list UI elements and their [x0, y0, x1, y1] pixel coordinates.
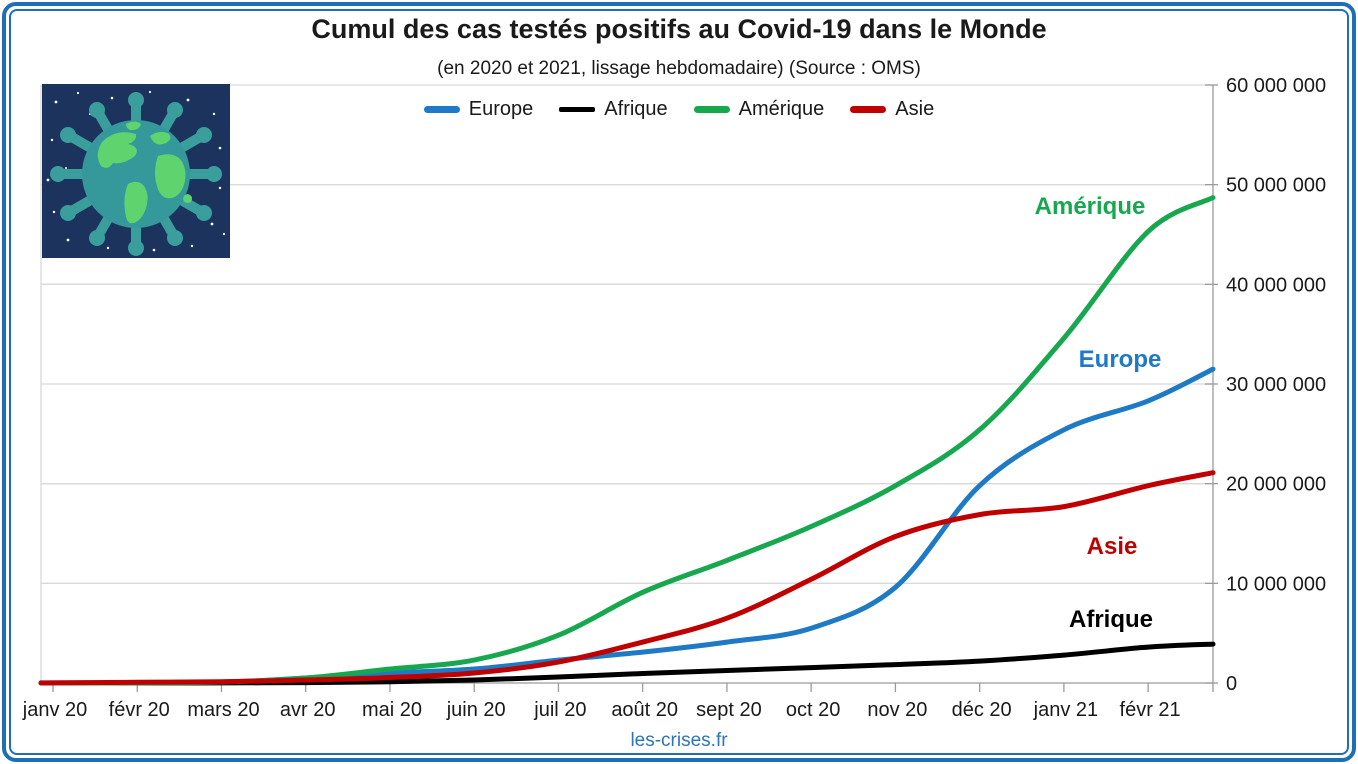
series-label-europe: Europe [1078, 346, 1162, 373]
legend-label-europe: Europe [468, 98, 534, 120]
y-axis-tick-label: 30 000 000 [1226, 374, 1326, 396]
chart-legend: Europe Afrique Amérique Asie [0, 98, 1358, 121]
virus-globe-logo [42, 84, 230, 258]
y-axis-tick-label: 10 000 000 [1226, 573, 1326, 595]
x-axis-tick-label: mai 20 [362, 699, 422, 721]
legend-item-afrique: Afrique [559, 98, 668, 121]
legend-label-afrique: Afrique [604, 98, 668, 120]
site-watermark: les-crises.fr [630, 730, 728, 751]
y-axis-tick-label: 60 000 000 [1226, 75, 1326, 97]
series-line-amerique [38, 195, 1216, 686]
page-title: Cumul des cas testés positifs au Covid-1… [311, 14, 1047, 44]
legend-label-amerique: Amérique [738, 98, 825, 120]
x-axis-tick-label: févr 20 [109, 699, 170, 721]
globe-continents [97, 121, 192, 224]
x-axis-tick-label: févr 21 [1120, 699, 1181, 721]
x-axis-tick-label: janv 20 [22, 699, 88, 721]
asie-line-swatch [850, 106, 887, 113]
chart-subtitle: (en 2020 et 2021, lissage hebdomadaire) … [437, 58, 921, 79]
legend-item-europe: Europe [423, 98, 534, 121]
series-line-asie [38, 470, 1216, 686]
virus-spike-tips [50, 92, 222, 256]
x-axis-tick-label: avr 20 [280, 699, 336, 721]
afrique-line-swatch [559, 107, 596, 112]
europe-line-swatch [423, 106, 460, 113]
x-axis-tick-label: août 20 [611, 699, 678, 721]
y-axis-tick-label: 50 000 000 [1226, 175, 1326, 197]
x-axis-tick-label: oct 20 [786, 699, 840, 721]
series-label-asie: Asie [1086, 533, 1138, 560]
y-axis-tick-label: 20 000 000 [1226, 474, 1326, 496]
x-axis-tick-label: juin 20 [446, 699, 506, 721]
series-line-afrique [38, 641, 1216, 686]
legend-label-asie: Asie [895, 98, 935, 120]
y-axis-tick-label: 0 [1226, 673, 1237, 695]
series-label-amerique: Amérique [1034, 193, 1146, 220]
logo-stars [46, 90, 226, 253]
series-label-afrique: Afrique [1069, 606, 1153, 633]
x-axis-tick-label: janv 21 [1033, 699, 1099, 721]
legend-item-asie: Asie [850, 98, 934, 121]
x-axis-tick-label: sept 20 [696, 699, 762, 721]
legend-item-amerique: Amérique [693, 98, 825, 121]
amerique-line-swatch [693, 106, 730, 113]
y-axis-tick-label: 40 000 000 [1226, 274, 1326, 296]
x-axis-tick-label: juil 20 [533, 699, 586, 721]
x-axis-tick-label: mars 20 [187, 699, 259, 721]
x-axis-tick-label: nov 20 [867, 699, 927, 721]
x-axis-tick-label: déc 20 [952, 699, 1012, 721]
series-line-europe [38, 366, 1216, 686]
